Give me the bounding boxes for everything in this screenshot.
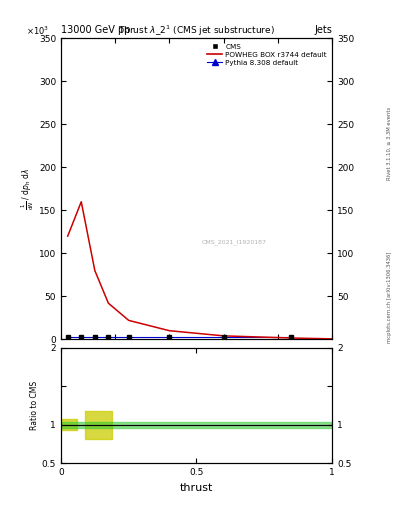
Text: 13000 GeV pp: 13000 GeV pp (61, 25, 130, 35)
Title: Thrust $\lambda\_2^1$ (CMS jet substructure): Thrust $\lambda\_2^1$ (CMS jet substruct… (118, 24, 275, 38)
Text: CMS_2021_I1920187: CMS_2021_I1920187 (202, 239, 267, 245)
Legend: CMS, POWHEG BOX r3744 default, Pythia 8.308 default: CMS, POWHEG BOX r3744 default, Pythia 8.… (206, 42, 329, 68)
Y-axis label: Ratio to CMS: Ratio to CMS (30, 381, 39, 430)
Y-axis label: $\frac{1}{\mathrm{d}N}$ / $\mathrm{d}p_\mathrm{h}$ $\mathrm{d}\lambda$: $\frac{1}{\mathrm{d}N}$ / $\mathrm{d}p_\… (20, 168, 36, 210)
X-axis label: thrust: thrust (180, 483, 213, 493)
Text: mcplots.cern.ch [arXiv:1306.3436]: mcplots.cern.ch [arXiv:1306.3436] (387, 251, 392, 343)
Text: Rivet 3.1.10, ≥ 3.3M events: Rivet 3.1.10, ≥ 3.3M events (387, 106, 392, 180)
Text: Jets: Jets (314, 25, 332, 35)
Text: $\times10^3$: $\times10^3$ (26, 25, 49, 37)
